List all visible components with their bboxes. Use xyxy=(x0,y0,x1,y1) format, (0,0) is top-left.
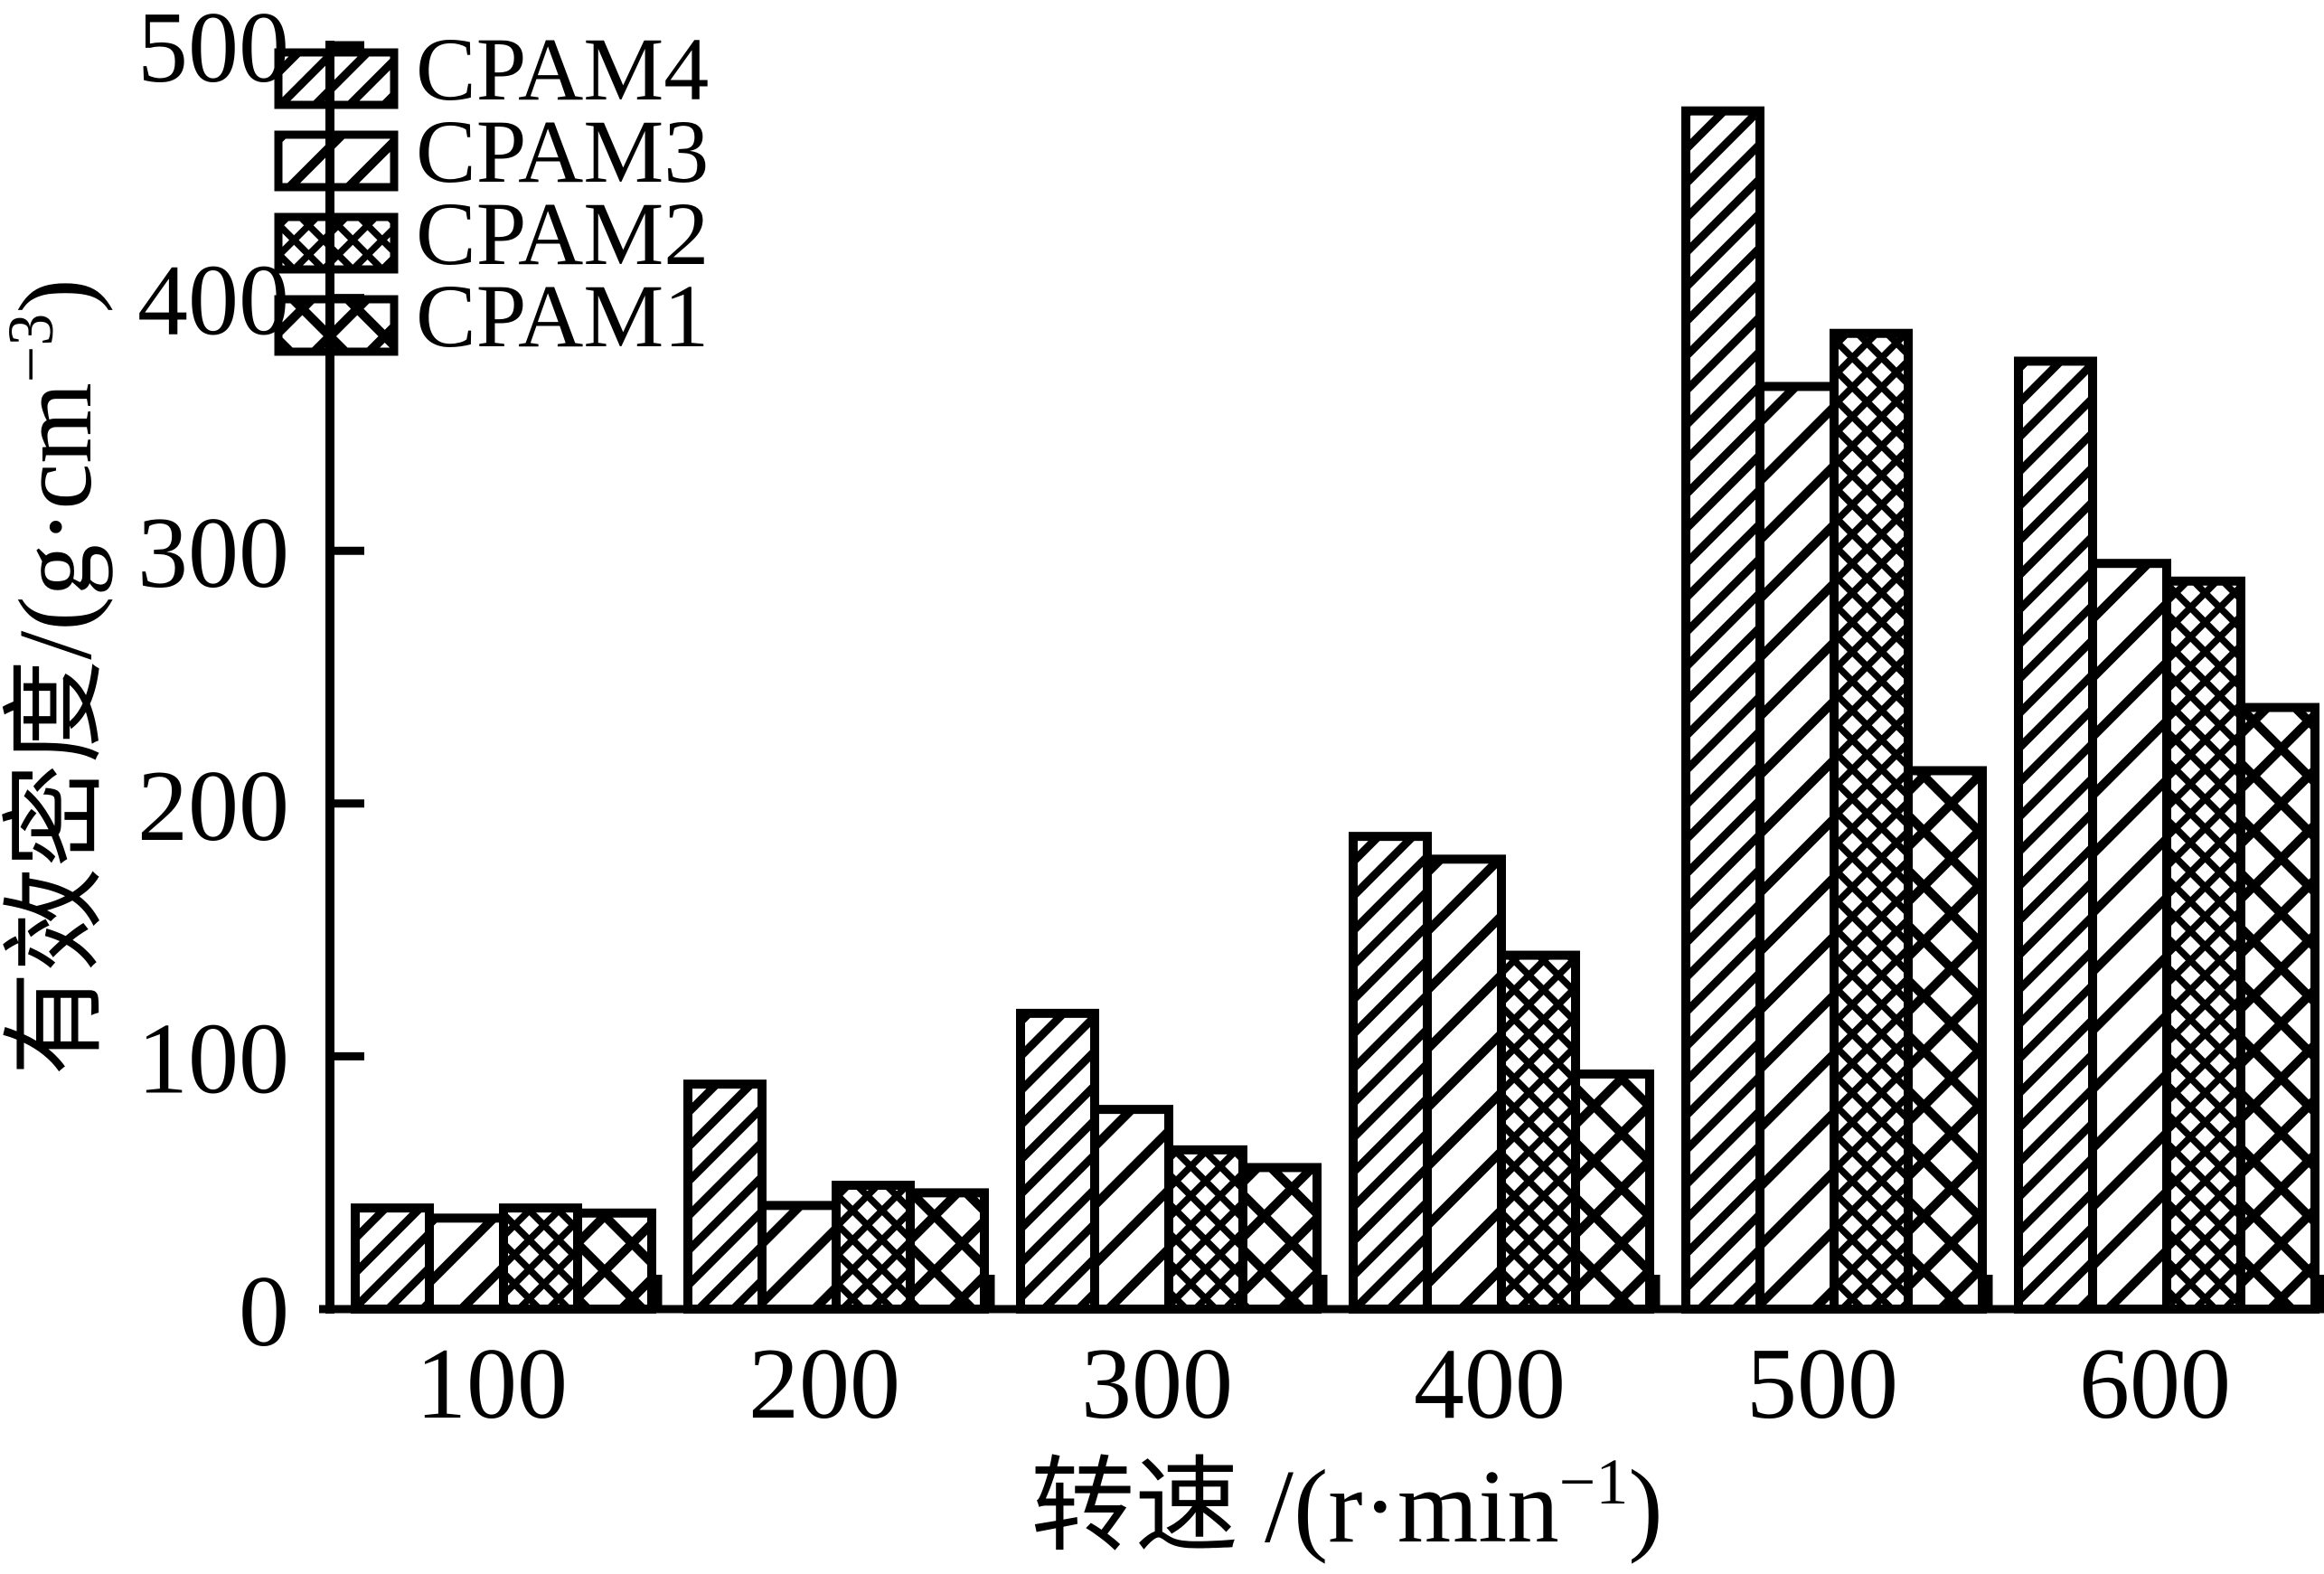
bar-CPAM3-100 xyxy=(425,1213,508,1314)
legend-label-CPAM4: CPAM4 xyxy=(416,19,709,119)
legend-label-CPAM2: CPAM2 xyxy=(416,184,709,284)
legend-item-CPAM3: CPAM3 xyxy=(274,101,709,202)
legend-swatch-CPAM1 xyxy=(274,295,399,356)
y-axis-title: 有效密度/(g·cm−3) xyxy=(0,278,113,1075)
x-axis-title: 转速 /(r·min−1) xyxy=(1030,1446,1662,1564)
bar-CPAM4-100 xyxy=(351,1203,434,1315)
legend-swatch-CPAM2 xyxy=(274,212,399,274)
x-axis-title-close: ) xyxy=(1628,1449,1662,1564)
bar-CPAM1-100 xyxy=(573,1208,656,1314)
bar-CPAM4-600 xyxy=(2014,356,2097,1314)
bar-CPAM2-100 xyxy=(499,1203,582,1315)
y-tick-label-0: 0 xyxy=(239,1256,289,1368)
x-tick-label-100: 100 xyxy=(416,1328,568,1440)
bar-CPAM1-200 xyxy=(906,1188,989,1315)
legend-label-CPAM1: CPAM1 xyxy=(416,266,709,366)
y-tick-label-500: 500 xyxy=(137,0,289,104)
axis-tick-labels: 0 100 200 300 400 500 100 200 300 400 500 600 xyxy=(137,0,2231,1440)
bar-CPAM3-400 xyxy=(1423,854,1506,1314)
bar-CPAM1-600 xyxy=(2236,702,2319,1314)
bar-CPAM1-400 xyxy=(1571,1069,1654,1315)
legend-swatch-CPAM3 xyxy=(274,130,399,192)
bar-CPAM2-500 xyxy=(1830,328,1913,1314)
bar-CPAM2-600 xyxy=(2162,576,2245,1314)
y-tick-label-400: 400 xyxy=(137,245,289,357)
bar-CPAM2-300 xyxy=(1164,1145,1247,1315)
bar-CPAM4-300 xyxy=(1016,1008,1099,1315)
x-tick-label-200: 200 xyxy=(748,1328,900,1440)
legend-item-CPAM4: CPAM4 xyxy=(274,19,709,119)
y-axis-title-base: 有效密度/(g·cm xyxy=(0,382,113,1076)
x-tick-label-500: 500 xyxy=(1746,1328,1898,1440)
y-axis-title-close: ) xyxy=(0,278,113,313)
x-axis-title-superscript: −1 xyxy=(1559,1446,1629,1518)
x-tick-label-400: 400 xyxy=(1414,1328,1566,1440)
y-axis-title-superscript: −3 xyxy=(0,314,67,383)
x-tick-label-300: 300 xyxy=(1081,1328,1233,1440)
bar-CPAM3-500 xyxy=(1755,382,1839,1314)
bar-CPAM3-300 xyxy=(1090,1105,1173,1314)
x-tick-label-600: 600 xyxy=(2079,1328,2231,1440)
bar-series-group xyxy=(351,106,2319,1315)
bar-CPAM1-300 xyxy=(1238,1163,1322,1314)
bar-CPAM2-400 xyxy=(1497,950,1580,1315)
bar-CPAM2-200 xyxy=(832,1180,915,1314)
bar-CPAM1-500 xyxy=(1904,766,1987,1314)
legend-label-CPAM3: CPAM3 xyxy=(416,101,709,202)
bar-CPAM3-200 xyxy=(757,1201,841,1315)
bar-CPAM4-200 xyxy=(683,1079,767,1314)
x-axis-title-base: 转速 /(r·min xyxy=(1030,1449,1559,1564)
bar-CPAM4-400 xyxy=(1349,832,1432,1314)
bar-CPAM4-500 xyxy=(1681,106,1764,1314)
bar-CPAM3-600 xyxy=(2088,559,2171,1314)
legend-item-CPAM1: CPAM1 xyxy=(274,266,709,366)
y-tick-label-300: 300 xyxy=(137,497,289,609)
y-tick-label-100: 100 xyxy=(137,1003,289,1115)
legend-item-CPAM2: CPAM2 xyxy=(274,184,709,284)
y-tick-label-200: 200 xyxy=(137,750,289,862)
legend-swatch-CPAM4 xyxy=(274,48,399,109)
